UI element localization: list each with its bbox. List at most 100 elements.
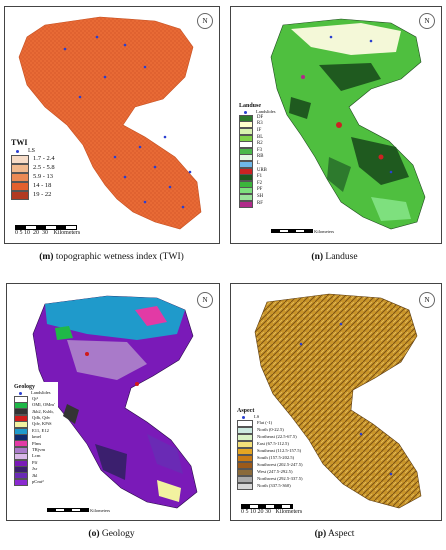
geology-legend-label: Plf: [32, 459, 38, 465]
aspect-legend-item: Southeast (112.5-157.5): [237, 448, 303, 455]
aspect-legend-label: Northwest (292.5-337.5): [257, 476, 303, 482]
panel-aspect: N Aspect LS Flat (-1) North (0-22.5) North…: [223, 275, 446, 550]
geology-legend-swatch: [14, 478, 28, 486]
geology-legend-label: Qdv, KPiS: [32, 421, 52, 427]
landuse-map: [270, 18, 426, 230]
landuse-legend-swatch: [239, 193, 253, 201]
twi-legend-label: 5.9 - 13: [33, 173, 54, 181]
landuse-legend-swatch: [239, 134, 253, 142]
geology-legend-label: pCmt²: [32, 478, 44, 484]
twi-legend-swatch: [11, 173, 29, 182]
aspect-legend-label: Northeast (22.5-67.5): [257, 434, 297, 440]
aspect-legend-swatch: [237, 441, 253, 448]
landuse-legend-label: DF: [257, 114, 264, 120]
landuse-legend-swatch: [239, 174, 253, 182]
geology-legend-title: Geology: [14, 384, 35, 390]
landslide-dot-icon: [16, 149, 19, 153]
north-arrow-icon: N: [197, 292, 213, 308]
twi-legend-ls: LS: [11, 147, 55, 155]
aspect-legend-swatch: [237, 434, 253, 441]
twi-legend: TWI LS 1.7 - 2.4 2.5 - 5.8 5.9 - 13 14 - 18…: [11, 139, 55, 200]
landuse-legend-label: F1: [257, 174, 263, 180]
aspect-region: [254, 293, 422, 509]
landuse-legend-label: R2: [257, 141, 263, 147]
landuse-legend-item: F2: [239, 180, 276, 188]
landuse-legend-ls: Landslides: [239, 109, 276, 115]
geology-legend-label: Lcm: [32, 453, 41, 459]
twi-legend-label: 2.5 - 5.8: [33, 164, 55, 172]
twi-legend-swatch: [11, 182, 29, 191]
landuse-legend-item: R3: [239, 121, 276, 129]
twi-scale-bar: 0 5 10 20 30 Kilometers: [15, 225, 80, 236]
landuse-legend-item: F3: [239, 147, 276, 155]
aspect-legend: Aspect LS Flat (-1) North (0-22.5) Northea…: [237, 408, 303, 490]
twi-legend-label: 14 - 18: [33, 182, 52, 190]
landuse-legend-item: SH: [239, 193, 276, 201]
twi-legend-item: 5.9 - 13: [11, 173, 55, 182]
aspect-legend-swatch: [237, 462, 253, 469]
twi-legend-item: 19 - 22: [11, 191, 55, 200]
aspect-legend-title: Aspect: [237, 408, 255, 414]
landuse-legend-item: IF: [239, 127, 276, 135]
twi-legend-item: 14 - 18: [11, 182, 55, 191]
aspect-legend-label: West (247.5-292.5): [257, 469, 293, 475]
landuse-legend-label: F3: [257, 147, 263, 153]
geology-legend-label: Jsr: [32, 466, 38, 472]
aspect-legend-swatch: [237, 427, 253, 434]
landuse-legend-label: L: [257, 161, 260, 167]
aspect-legend-item: South (157.5-202.5): [237, 455, 303, 462]
geology-legend-label: Jkl: [32, 472, 38, 478]
panel-landuse: N Landuse Landslides DF R3 IF BL R2 F3 RB L URB F…: [223, 0, 446, 275]
twi-legend-swatch: [11, 164, 29, 173]
landuse-legend-swatch: [239, 154, 253, 162]
aspect-map-frame: N Aspect LS Flat (-1) North (0-22.5) North…: [230, 283, 442, 521]
landuse-legend-swatch: [239, 187, 253, 195]
caption-landuse: (n) Landuse: [311, 252, 358, 262]
landuse-scale-bar: Kilometers: [271, 229, 334, 234]
landuse-legend-label: PF: [257, 187, 263, 193]
landuse-legend-item: PF: [239, 187, 276, 195]
aspect-legend-label: North (337.5-360): [257, 483, 291, 489]
geology-scale-label: Kilometers: [90, 508, 111, 513]
twi-map: [18, 16, 202, 230]
aspect-legend-item: West (247.5-292.5): [237, 469, 303, 476]
aspect-legend-label: Southeast (112.5-157.5): [257, 448, 302, 454]
geology-legend-label: Qdb, Qdv: [32, 415, 51, 421]
twi-scale-ticks: 0 5 10 20 30: [15, 230, 48, 236]
geology-legend-label: TRjvm: [32, 447, 46, 453]
landuse-legend-label: RF: [257, 200, 263, 206]
aspect-legend-item: Northeast (22.5-67.5): [237, 434, 303, 441]
landuse-legend-swatch: [239, 147, 253, 155]
landuse-legend-swatch: [239, 160, 253, 168]
landuse-legend-label: F2: [257, 180, 263, 186]
landuse-scale-label: Kilometers: [314, 229, 335, 234]
caption-geology: (o) Geology: [88, 529, 135, 539]
twi-legend-label: 1.7 - 2.4: [33, 155, 55, 163]
twi-region: [18, 16, 202, 230]
aspect-legend-swatch: [237, 469, 253, 476]
aspect-legend-label: North (0-22.5): [257, 427, 284, 433]
landuse-legend-label: URB: [257, 167, 267, 173]
landslide-dot-icon: [19, 391, 22, 395]
aspect-legend-item: Flat (-1): [237, 420, 303, 427]
geology-legend-label: Plms: [32, 440, 42, 446]
geology-scale-bar: Kilometers: [47, 508, 110, 513]
aspect-legend-label: South (157.5-202.5): [257, 455, 295, 461]
landuse-legend-label: IF: [257, 128, 262, 134]
panel-geology: N Geology Landslides Qt² OMl, OMm' Jkb2, K…: [0, 275, 223, 550]
landuse-legend-swatch: [239, 127, 253, 135]
aspect-legend-label: East (67.5-112.5): [257, 441, 289, 447]
aspect-legend-item: North (337.5-360): [237, 483, 303, 490]
aspect-legend-ls: LS: [237, 414, 303, 420]
aspect-legend-swatch: [237, 420, 253, 427]
aspect-legend-label: Flat (-1): [257, 420, 273, 426]
geology-map: [32, 295, 198, 509]
geology-legend-label: kmel: [32, 434, 42, 440]
landuse-legend-item: L: [239, 160, 276, 168]
landuse-legend-swatch: [239, 114, 253, 122]
landslide-dot-icon: [244, 110, 247, 114]
caption-aspect: (p) Aspect: [314, 529, 355, 539]
twi-map-frame: N TWI LS 1.7 - 2.4 2.5 - 5.8 5.9 - 13 14 - …: [4, 6, 220, 244]
twi-legend-title: TWI: [11, 138, 28, 147]
landuse-legend-label: BL: [257, 134, 264, 140]
